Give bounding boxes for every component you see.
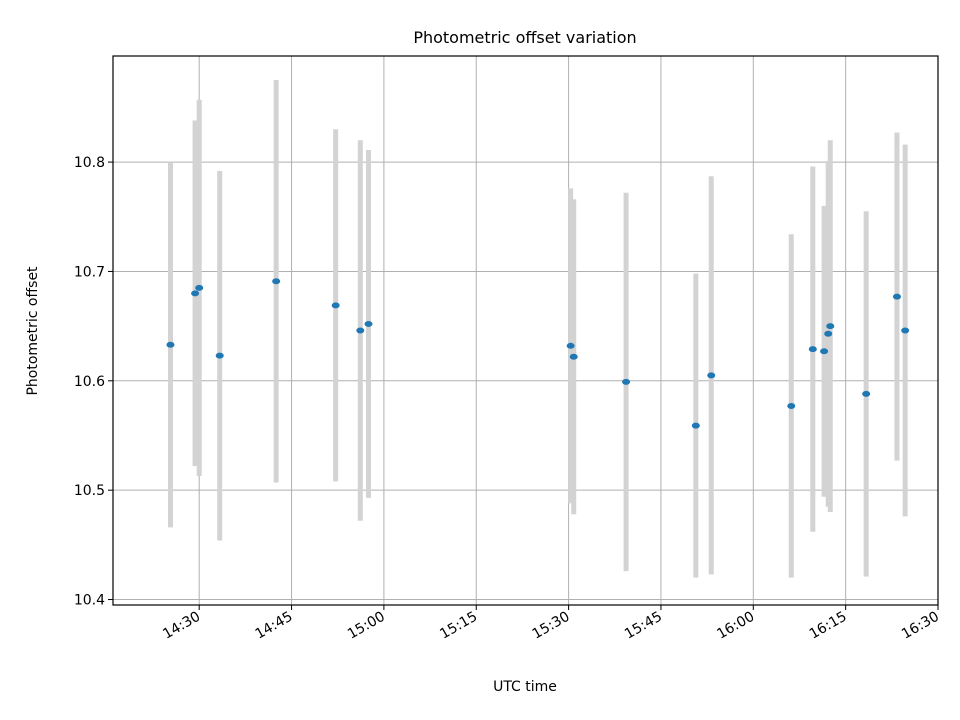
y-axis-label: Photometric offset bbox=[25, 266, 41, 396]
chart-title: Photometric offset variation bbox=[413, 28, 636, 47]
data-point bbox=[566, 342, 575, 349]
data-point bbox=[826, 323, 835, 330]
data-point bbox=[691, 422, 700, 429]
data-point bbox=[824, 330, 833, 337]
data-point bbox=[569, 353, 578, 360]
x-axis-label: UTC time bbox=[493, 679, 557, 695]
data-point bbox=[195, 284, 204, 291]
data-point bbox=[166, 341, 175, 348]
data-point bbox=[820, 348, 829, 355]
data-point bbox=[331, 302, 340, 309]
data-point bbox=[622, 378, 631, 385]
data-points bbox=[166, 278, 910, 429]
data-point bbox=[215, 352, 224, 359]
data-point bbox=[356, 327, 365, 334]
data-point bbox=[862, 390, 871, 397]
y-tick-label: 10.7 bbox=[74, 264, 105, 280]
y-tick-label: 10.6 bbox=[74, 374, 105, 390]
data-point bbox=[191, 290, 200, 297]
data-point bbox=[808, 346, 817, 353]
data-point bbox=[364, 320, 373, 327]
data-point bbox=[901, 327, 910, 334]
data-point bbox=[707, 372, 716, 379]
y-tick-label: 10.5 bbox=[74, 483, 105, 499]
y-tick-label: 10.8 bbox=[74, 155, 105, 171]
data-point bbox=[787, 402, 796, 409]
y-tick-label: 10.4 bbox=[74, 593, 105, 609]
data-point bbox=[892, 293, 901, 300]
data-point bbox=[272, 278, 281, 285]
plot-frame bbox=[112, 55, 939, 606]
